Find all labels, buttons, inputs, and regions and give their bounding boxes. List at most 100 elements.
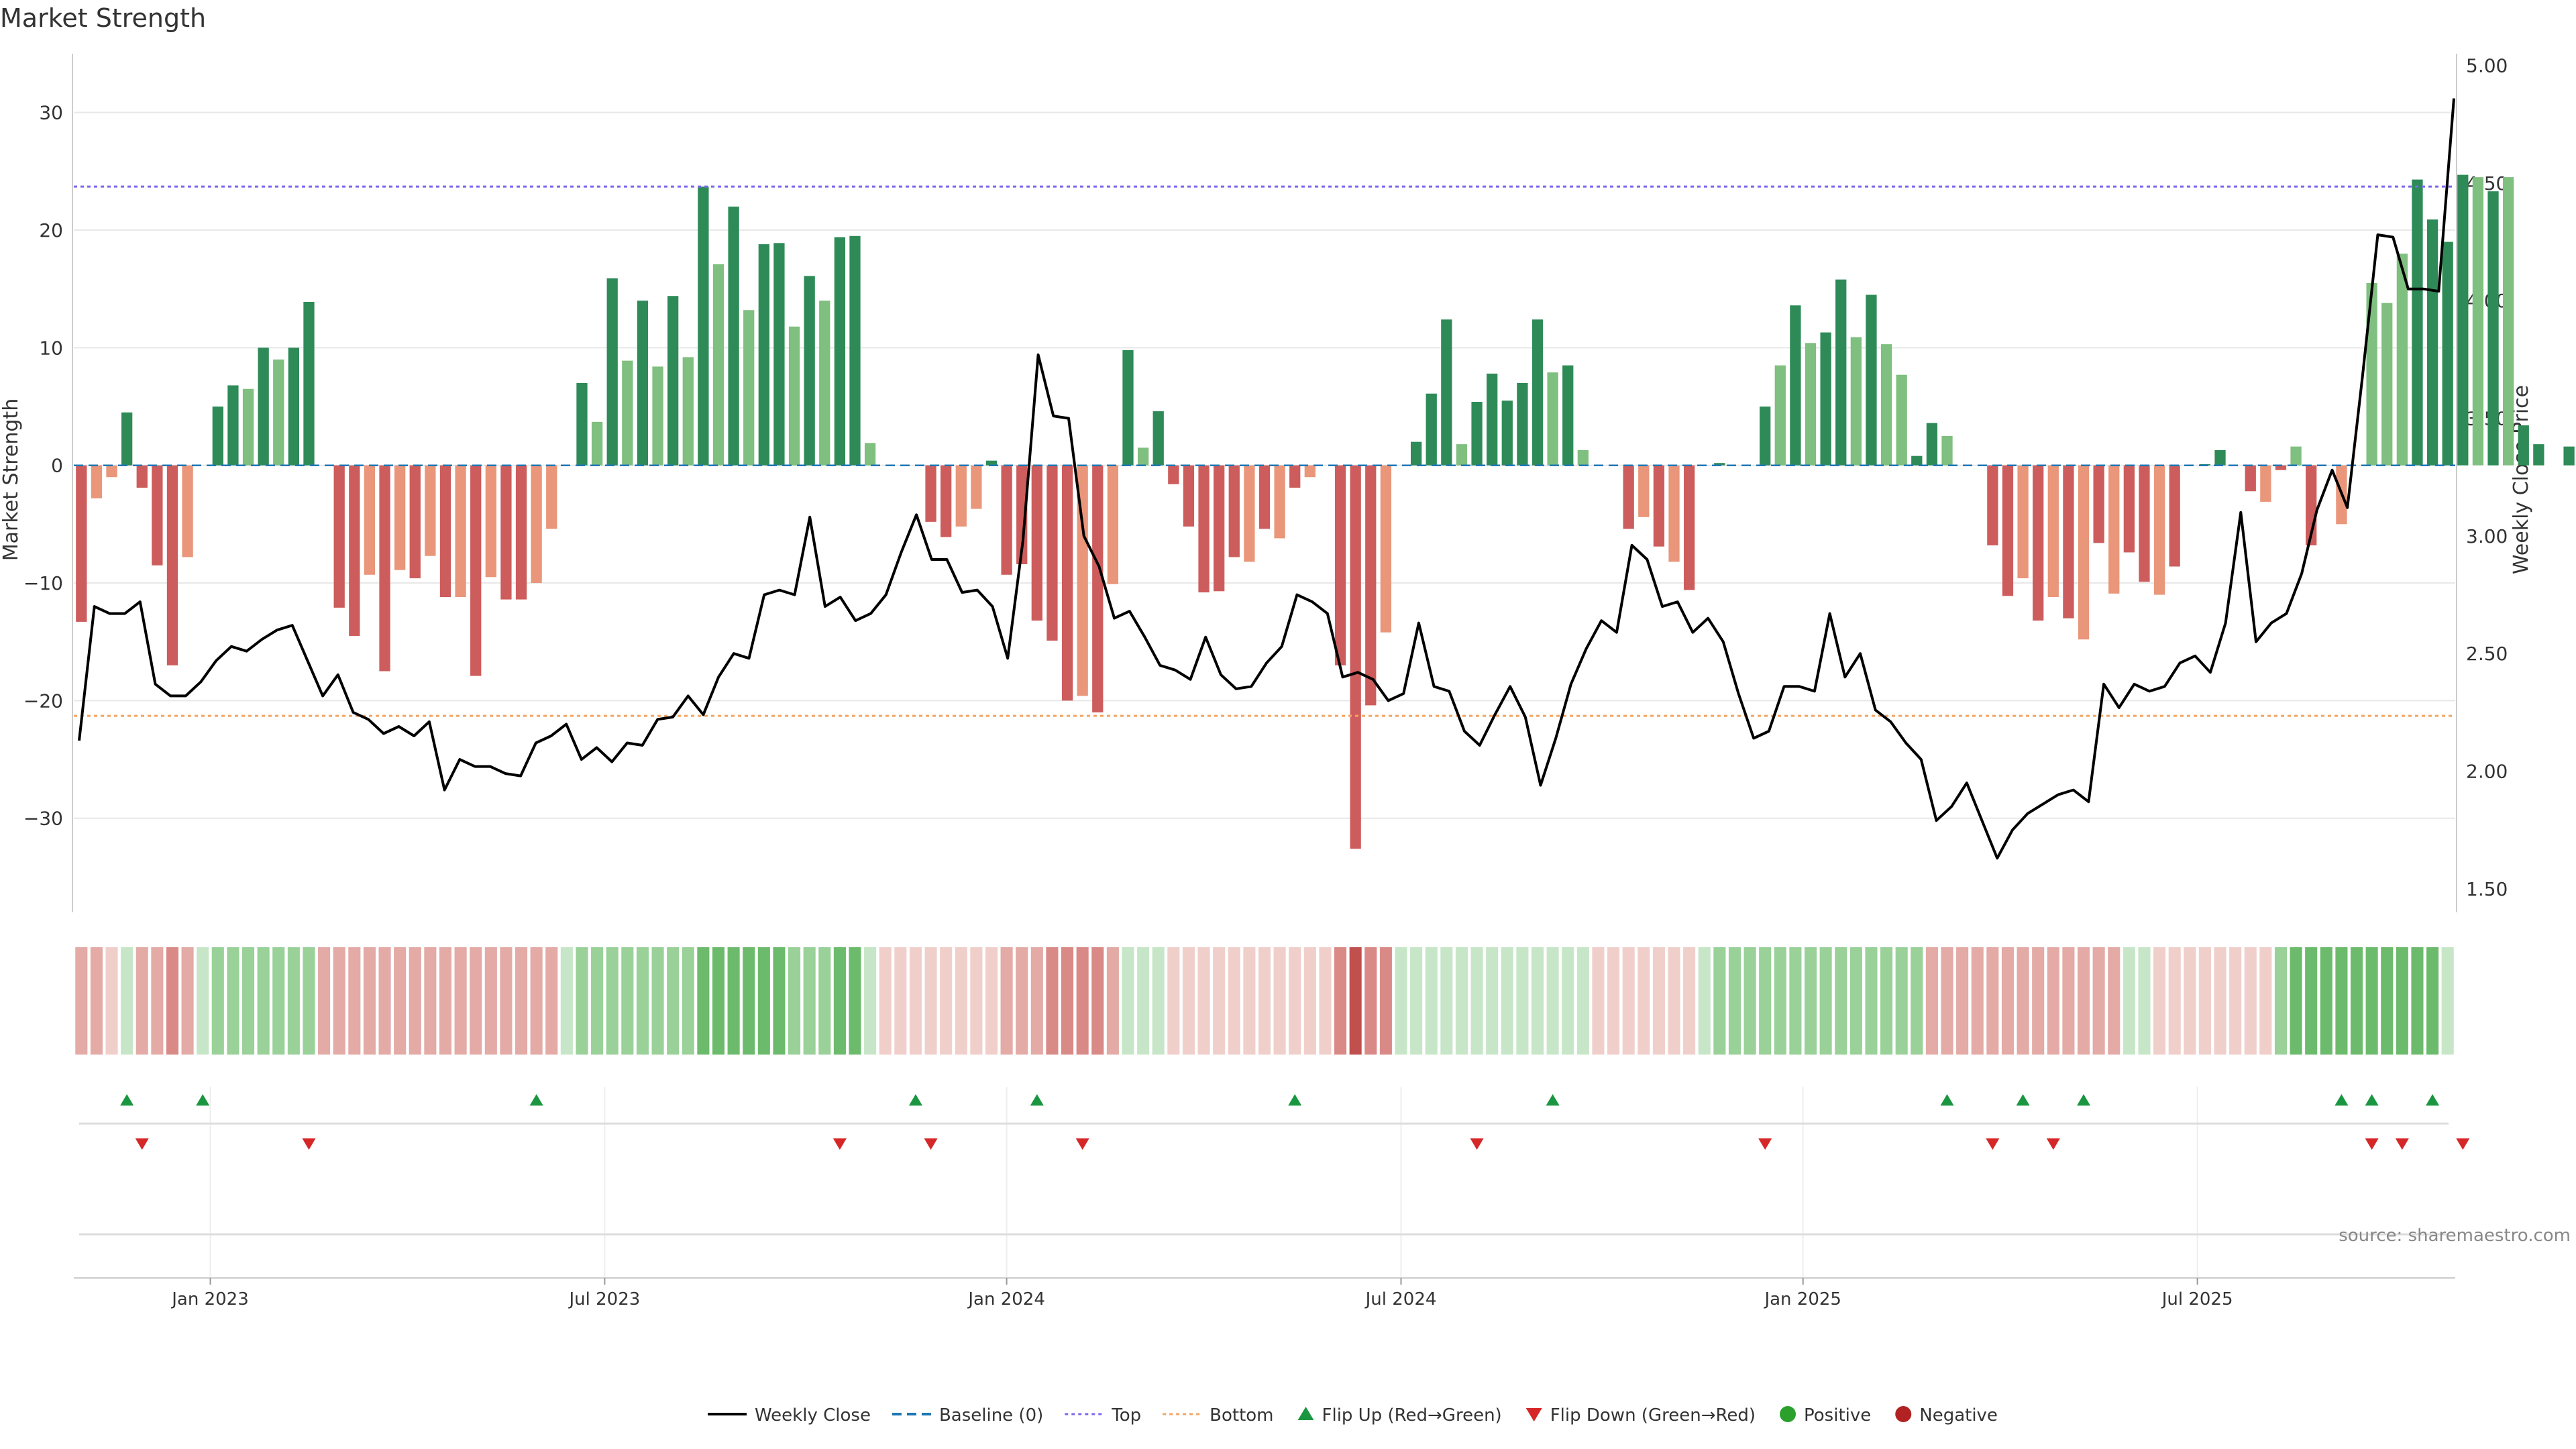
strength-bar xyxy=(682,357,694,466)
strength-bar xyxy=(1107,465,1119,584)
flip-down-marker xyxy=(924,1138,938,1150)
heat-cell xyxy=(2184,947,2196,1055)
strength-bar xyxy=(728,206,739,466)
strength-bar xyxy=(637,301,649,466)
heat-cell xyxy=(940,947,953,1055)
strength-bar xyxy=(2017,465,2029,579)
heat-cell xyxy=(909,947,922,1055)
strength-bar xyxy=(622,360,633,466)
strength-bar xyxy=(212,407,223,466)
heat-cell xyxy=(1880,947,1893,1055)
strength-bar xyxy=(1623,465,1634,529)
strength-bar xyxy=(2381,303,2393,466)
flip-down-marker xyxy=(302,1138,316,1150)
heat-cell xyxy=(227,947,239,1055)
strength-bar xyxy=(1547,372,1558,466)
heat-cell xyxy=(1835,947,1847,1055)
heat-cell xyxy=(924,947,937,1055)
flip-down-marker xyxy=(1470,1138,1484,1150)
heat-cell xyxy=(1804,947,1817,1055)
heat-cell xyxy=(1698,947,1711,1055)
heat-cell xyxy=(1516,947,1529,1055)
strength-bar xyxy=(1880,344,1892,466)
heat-cell xyxy=(727,947,740,1055)
heat-cell xyxy=(1865,947,1878,1055)
flip-down-marker xyxy=(2395,1138,2409,1150)
heat-cell xyxy=(1016,947,1028,1055)
heat-cell xyxy=(1774,947,1786,1055)
heat-cell xyxy=(2441,947,2454,1055)
heat-cell xyxy=(697,947,710,1055)
heat-cell xyxy=(1137,947,1150,1055)
heat-cell xyxy=(2123,947,2135,1055)
y2-tick-label: 4.50 xyxy=(2466,172,2508,195)
heat-cell xyxy=(1319,947,1332,1055)
flip-down-marker xyxy=(2046,1138,2060,1150)
strength-bar xyxy=(2123,465,2135,553)
heat-cell xyxy=(773,947,786,1055)
strength-bar xyxy=(864,443,876,466)
grid-layer xyxy=(74,111,2455,1278)
y-tick-label: 30 xyxy=(39,102,63,124)
flip-up-marker xyxy=(908,1094,922,1106)
heat-cell xyxy=(2411,947,2424,1055)
y-tick-label: 10 xyxy=(39,337,63,359)
strength-bar xyxy=(258,347,269,466)
strength-bar xyxy=(425,465,436,556)
heat-cell xyxy=(651,947,664,1055)
heat-cell xyxy=(2077,947,2090,1055)
heat-cell xyxy=(1379,947,1392,1055)
strength-bar xyxy=(1365,465,1377,706)
heat-cell xyxy=(833,947,846,1055)
heat-cell xyxy=(1182,947,1195,1055)
heat-cell xyxy=(1425,947,1438,1055)
strength-bar xyxy=(1487,373,1498,466)
strength-bar xyxy=(788,326,800,466)
heat-cell xyxy=(1819,947,1832,1055)
heat-cell xyxy=(2198,947,2211,1055)
heat-cell xyxy=(606,947,619,1055)
source-label: source: sharemaestro.com xyxy=(2339,1226,2571,1246)
strength-bar xyxy=(2139,465,2150,582)
heat-cell xyxy=(1986,947,1999,1055)
strength-bar xyxy=(1790,305,1801,466)
heat-cell xyxy=(166,947,179,1055)
strength-bar xyxy=(1426,393,1437,466)
y-tick-label: −20 xyxy=(23,690,63,712)
heat-cell xyxy=(2290,947,2302,1055)
strength-bar xyxy=(2442,241,2453,466)
strength-bar xyxy=(1683,465,1695,590)
strength-bar xyxy=(1122,350,1134,466)
reference-lines xyxy=(74,185,2455,717)
flip-up-marker xyxy=(1030,1094,1044,1106)
heat-cell xyxy=(1562,947,1574,1055)
heat-cell xyxy=(424,947,437,1055)
strength-bar xyxy=(1046,465,1058,641)
heat-cell xyxy=(1759,947,1772,1055)
heat-cell xyxy=(879,947,892,1055)
heat-cell xyxy=(136,947,148,1055)
heat-cell xyxy=(1303,947,1316,1055)
heat-cell xyxy=(2259,947,2272,1055)
strength-bar xyxy=(652,366,663,466)
heat-cell xyxy=(75,947,88,1055)
heat-cell xyxy=(818,947,831,1055)
legend-label: Positive xyxy=(1804,1405,1871,1426)
strength-bar xyxy=(121,412,133,466)
strength-bars xyxy=(76,174,2575,849)
flip-down-marker xyxy=(1075,1138,1089,1150)
legend-swatch xyxy=(1895,1406,1912,1422)
strength-bar xyxy=(2260,465,2271,502)
flip-up-marker xyxy=(529,1094,543,1106)
strength-bar xyxy=(2033,465,2044,621)
heat-cell xyxy=(439,947,452,1055)
heat-cell xyxy=(2320,947,2332,1055)
heat-cell xyxy=(1334,947,1347,1055)
strength-bar xyxy=(758,244,769,466)
strength-bar xyxy=(2533,444,2544,466)
strength-bar xyxy=(1760,407,1771,466)
legend-swatch xyxy=(1525,1408,1542,1421)
heat-cell xyxy=(591,947,604,1055)
strength-bar xyxy=(1820,332,1831,466)
heat-cell xyxy=(682,947,694,1055)
